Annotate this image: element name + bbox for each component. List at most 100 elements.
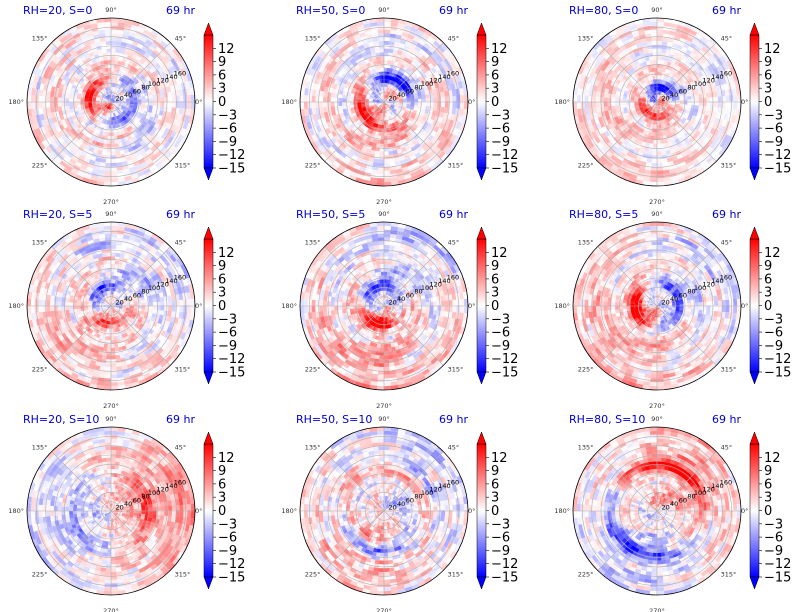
heatmap-cell	[116, 94, 121, 98]
heatmap-cell	[187, 101, 192, 109]
heatmap-cell	[80, 104, 85, 108]
heatmap-cell	[134, 119, 140, 125]
heatmap-cell	[151, 108, 157, 114]
heatmap-cell	[115, 44, 121, 50]
heatmap-cell	[98, 108, 103, 112]
heatmap-cell	[114, 103, 119, 106]
heatmap-cell	[154, 113, 160, 119]
heatmap-cell	[97, 93, 102, 97]
heatmap-cell	[130, 75, 136, 81]
heatmap-cell	[92, 104, 97, 108]
heatmap-cell	[86, 75, 92, 81]
radial-tick-label: 20	[661, 94, 669, 102]
angle-tick-label: 135°	[32, 34, 48, 42]
heatmap-cell	[137, 104, 142, 108]
colorbar-extend-min	[749, 167, 760, 181]
heatmap-cell	[125, 87, 130, 91]
heatmap-cell	[105, 128, 109, 133]
heatmap-cell	[48, 79, 54, 87]
heatmap-cell	[140, 107, 145, 111]
heatmap-cell	[78, 43, 86, 50]
heatmap-cell	[111, 128, 114, 133]
heatmap-cell	[131, 40, 139, 47]
heatmap-cell	[114, 98, 119, 101]
heatmap-cell	[80, 96, 85, 100]
heatmap-cell	[105, 48, 111, 53]
heatmap-cell	[159, 92, 165, 98]
heatmap-cell	[53, 76, 60, 83]
heatmap-cell	[160, 138, 168, 147]
heatmap-cell	[76, 158, 85, 165]
heatmap-cell	[115, 107, 119, 112]
heatmap-cell	[139, 35, 148, 43]
heatmap-cell	[110, 75, 114, 80]
heatmap-cell	[126, 76, 131, 82]
heatmap-cell	[115, 37, 123, 42]
heatmap-cell	[661, 37, 669, 42]
heatmap-cell	[97, 149, 103, 155]
heatmap-cell	[101, 95, 105, 99]
heatmap-cell	[96, 49, 103, 55]
heatmap-cell	[117, 89, 121, 94]
heatmap-cell	[374, 154, 380, 160]
heatmap-cell	[107, 101, 111, 102]
heatmap-cell	[88, 39, 96, 45]
heatmap-cell	[86, 117, 91, 122]
heatmap-cell	[115, 41, 122, 46]
heatmap-cell	[111, 105, 113, 110]
heatmap-cell	[115, 92, 119, 97]
heatmap-cell	[657, 170, 665, 175]
heatmap-cell	[86, 128, 92, 134]
heatmap-cell	[110, 33, 117, 38]
heatmap-cell	[90, 110, 95, 114]
heatmap-cell	[116, 111, 120, 116]
heatmap-cell	[63, 42, 72, 50]
heatmap-cell	[93, 123, 98, 129]
heatmap-cell	[119, 91, 123, 95]
angle-tick-label: 0°	[195, 98, 202, 106]
angle-tick-label: 45°	[175, 34, 187, 42]
heatmap-cell	[97, 73, 102, 78]
colorbar-extend-min	[476, 167, 487, 181]
heatmap-cell	[88, 106, 94, 111]
heatmap-cell	[102, 131, 106, 136]
heatmap-cell	[112, 105, 114, 110]
heatmap-cell	[99, 37, 106, 42]
heatmap-cell	[127, 116, 132, 121]
heatmap-cell	[88, 147, 95, 153]
heatmap-cell	[133, 105, 138, 109]
heatmap-cell	[81, 117, 87, 122]
heatmap-cell	[103, 103, 108, 105]
heatmap-cell	[65, 109, 71, 115]
heatmap-cells	[27, 18, 195, 186]
heatmap-cell	[92, 118, 97, 123]
heatmap-cell	[123, 148, 130, 154]
heatmap-cell	[108, 79, 111, 83]
heatmap-cell	[96, 137, 102, 143]
heatmap-cell	[128, 31, 136, 38]
heatmap-cell	[107, 95, 110, 99]
heatmap-cell	[99, 130, 104, 136]
heatmap-cell	[157, 83, 163, 90]
heatmap-cell	[126, 88, 131, 93]
heatmap-cell	[93, 85, 98, 90]
heatmap-cell	[106, 151, 112, 156]
heatmap-cell	[118, 90, 122, 94]
heatmap-cell	[104, 124, 108, 129]
heatmap-cell	[51, 81, 58, 88]
heatmap-cell	[171, 106, 176, 114]
heatmap-cell	[101, 110, 105, 115]
heatmap-cell	[66, 45, 74, 53]
panel-time-label: 69 hr	[439, 4, 468, 17]
heatmap-cell	[104, 97, 108, 101]
heatmap-cell	[121, 104, 126, 108]
heatmap-cell	[121, 105, 126, 109]
heatmap-cell	[83, 113, 88, 118]
heatmap-cell	[52, 127, 59, 135]
heatmap-cell	[107, 67, 111, 72]
heatmap-cell	[709, 106, 715, 112]
heatmap-cell	[130, 70, 136, 76]
heatmap-cell	[110, 60, 115, 64]
